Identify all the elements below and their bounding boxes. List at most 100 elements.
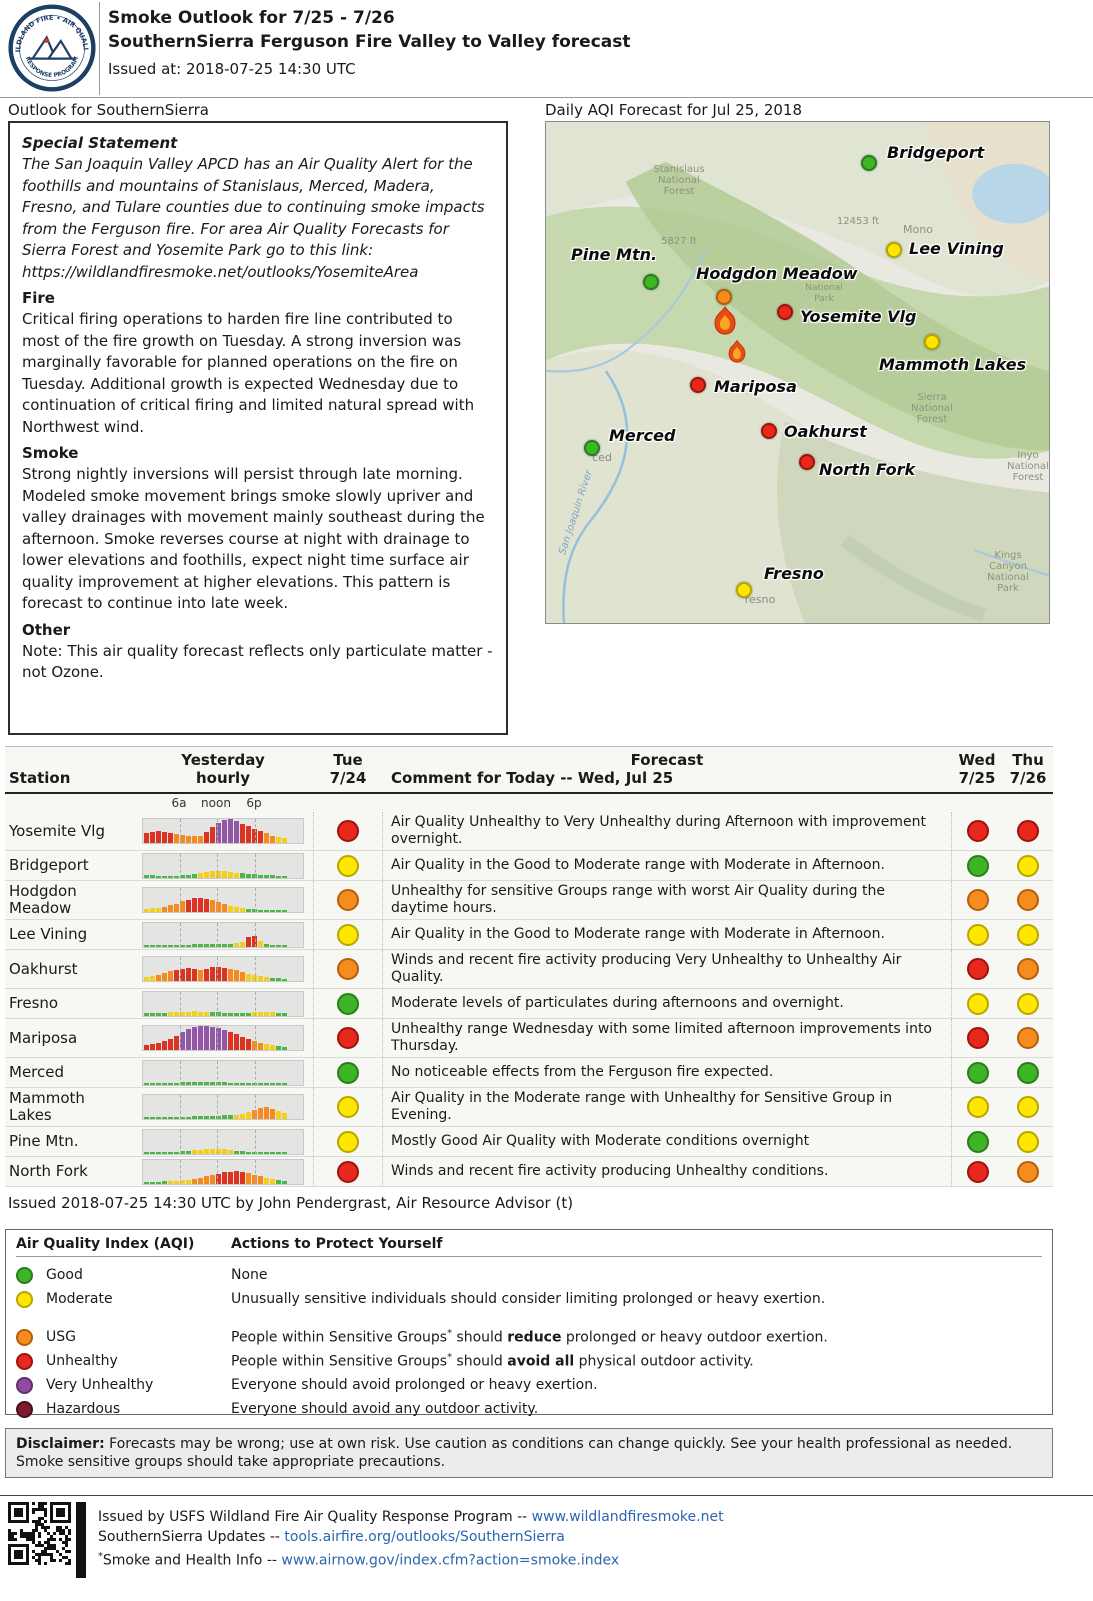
- hourly-bar: [252, 1041, 257, 1050]
- hourly-bar: [240, 1150, 245, 1154]
- map-marker-dot: [886, 242, 902, 258]
- hourly-chart-cell: [133, 812, 313, 850]
- hourly-bar: [156, 1151, 161, 1154]
- aqi-dot-thu: [1017, 958, 1039, 980]
- hourly-bar: [192, 969, 197, 981]
- map-marker-label: Bridgeport: [887, 143, 985, 162]
- hourly-bar: [246, 1172, 251, 1184]
- hourly-bar: [240, 1012, 245, 1016]
- footer-link[interactable]: tools.airfire.org/outlooks/SouthernSierr…: [284, 1529, 565, 1545]
- footer-line: Issued by USFS Wildland Fire Air Quality…: [98, 1509, 724, 1525]
- hourly-chart-cell: [133, 1058, 313, 1087]
- hourly-bar: [216, 870, 221, 878]
- hourly-bar: [186, 968, 191, 981]
- legend-action: People within Sensitive Groups* should r…: [231, 1328, 828, 1346]
- table-row: North Fork Winds and recent fire activity…: [5, 1157, 1053, 1187]
- aqi-dot-thu: [1017, 1130, 1039, 1153]
- chart-gridline: [180, 957, 181, 981]
- aqi-cell-thu: [1003, 1157, 1053, 1186]
- legend-row: Hazardous Everyone should avoid any outdo…: [16, 1397, 1042, 1421]
- map-marker-dot: [761, 423, 777, 439]
- hourly-chart-cell: [133, 989, 313, 1018]
- hourly-bar: [258, 1108, 263, 1119]
- aqi-cell-tue: [313, 812, 383, 850]
- hourly-bar: [180, 1011, 185, 1016]
- hourly-bar: [186, 1081, 191, 1085]
- forecast-comment: Air Quality Unhealthy to Very Unhealthy …: [391, 814, 927, 847]
- hourly-bar: [198, 836, 203, 843]
- aqi-cell-wed: [951, 1157, 1003, 1186]
- legend-row: Good None: [16, 1263, 1042, 1287]
- hourly-bar: [174, 904, 179, 912]
- chart-gridline: [180, 1095, 181, 1119]
- footer-link[interactable]: www.wildlandfiresmoke.net: [531, 1509, 724, 1525]
- legend-row: Unhealthy People within Sensitive Groups*…: [16, 1349, 1042, 1373]
- legend-row: Very Unhealthy Everyone should avoid prol…: [16, 1373, 1042, 1397]
- hourly-bar: [162, 944, 167, 947]
- chart-gridline: [255, 888, 256, 912]
- hourly-bar: [180, 969, 185, 981]
- legend-level: USG: [46, 1329, 76, 1345]
- aqi-dot-wed: [966, 1061, 989, 1084]
- hourly-bar: [174, 834, 179, 843]
- aqi-cell-wed: [951, 1088, 1003, 1126]
- table-row: Mammoth Lakes Air Quality in the Moderate…: [5, 1088, 1053, 1127]
- hourly-bar: [282, 1047, 287, 1050]
- col-tue: Tue: [333, 751, 363, 769]
- hourly-bar: [192, 836, 197, 843]
- hourly-bar: [174, 944, 179, 947]
- aqi-cell-thu: [1003, 1058, 1053, 1087]
- hourly-bar: [252, 1110, 257, 1119]
- hourly-bar: [252, 1151, 257, 1154]
- hourly-bar: [228, 1171, 233, 1184]
- hourly-bar-chart: [142, 921, 304, 948]
- aqi-dot-wed: [966, 1096, 989, 1118]
- chart-gridline: [180, 1026, 181, 1050]
- hourly-bar: [168, 1011, 173, 1016]
- hourly-bar: [246, 1039, 251, 1050]
- chart-gridline: [180, 1060, 181, 1085]
- hourly-bar: [186, 874, 191, 878]
- aqi-cell-thu: [1003, 851, 1053, 880]
- axis-label: 6a: [171, 796, 187, 810]
- hourly-bar: [204, 1148, 209, 1154]
- chart-gridline: [255, 1159, 256, 1184]
- hourly-bar: [258, 1175, 263, 1184]
- hourly-chart-cell: [133, 950, 313, 988]
- outlook-box: Special Statement The San Joaquin Valley…: [8, 121, 508, 735]
- hourly-bar: [222, 1115, 227, 1119]
- chart-gridline: [180, 1129, 181, 1154]
- hourly-bar: [222, 1030, 227, 1050]
- hourly-bar: [216, 1173, 221, 1184]
- hourly-bar: [168, 944, 173, 947]
- hourly-bar: [228, 819, 233, 843]
- forecast-table: Yesterday Tue Forecast Wed Thu Station h…: [5, 746, 1053, 1187]
- aqi-dot-tue: [337, 992, 359, 1015]
- hourly-bar: [216, 943, 221, 947]
- hourly-bar: [228, 1012, 233, 1016]
- map-marker-label: Merced: [609, 426, 676, 445]
- hourly-bar: [276, 1151, 281, 1154]
- forecast-comment: Winds and recent fire activity producing…: [391, 952, 902, 985]
- hourly-bar: [210, 1027, 215, 1050]
- footer-link[interactable]: www.airnow.gov/index.cfm?action=smoke.in…: [281, 1552, 620, 1569]
- legend-row: Moderate Unusually sensitive individuals …: [16, 1287, 1042, 1311]
- hourly-bar: [264, 1011, 269, 1016]
- aqi-cell-tue: [313, 920, 383, 949]
- hourly-bar: [210, 900, 215, 912]
- aqi-cell-tue: [313, 1088, 383, 1126]
- aqi-cell-tue: [313, 1058, 383, 1087]
- hourly-bar: [240, 972, 245, 981]
- hourly-bar: [198, 1081, 203, 1085]
- hourly-bar: [234, 907, 239, 912]
- hourly-bar: [150, 874, 155, 878]
- hourly-bar: [216, 967, 221, 981]
- hourly-bar: [174, 1011, 179, 1016]
- hourly-bar: [258, 976, 263, 981]
- aqi-dot-thu: [1017, 820, 1039, 842]
- hourly-bar: [240, 872, 245, 878]
- station-name: Bridgeport: [9, 856, 89, 874]
- hourly-bar: [144, 1082, 149, 1085]
- hourly-bar: [270, 1109, 275, 1119]
- aqi-dot-tue: [337, 958, 359, 980]
